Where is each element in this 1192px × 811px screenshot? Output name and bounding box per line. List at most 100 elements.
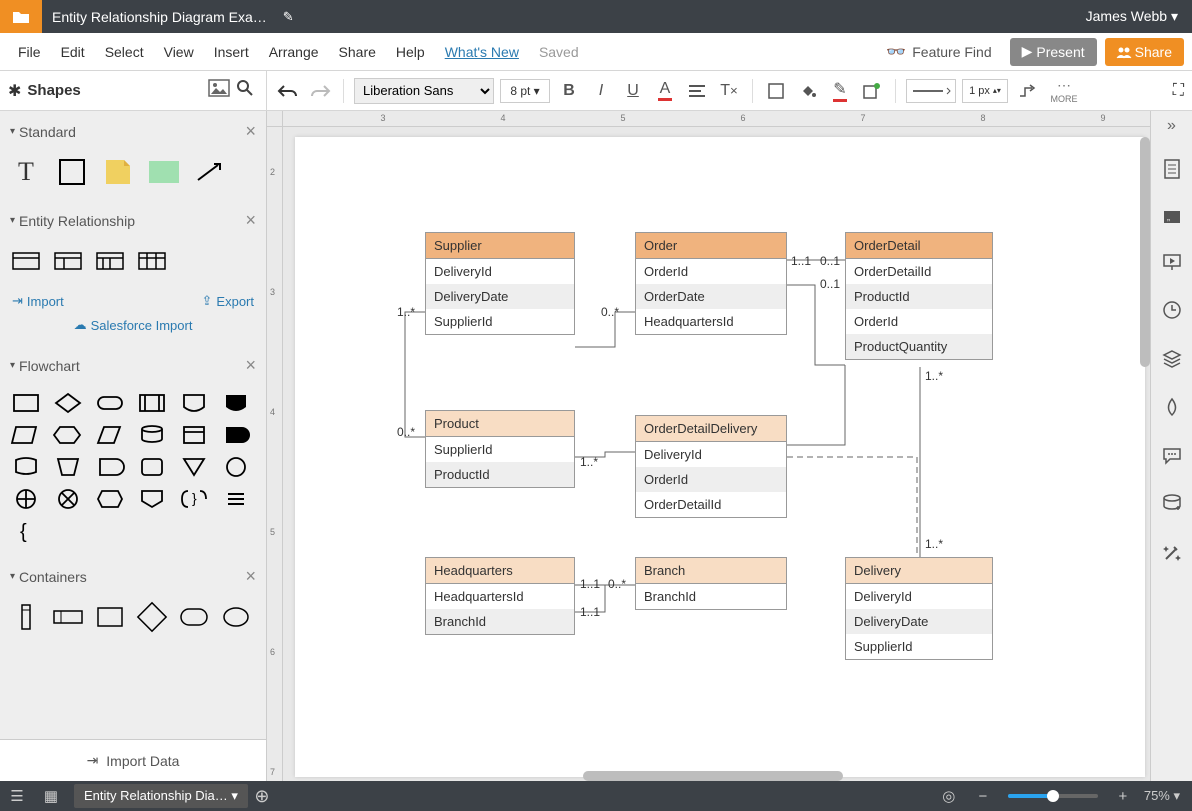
- menu-edit[interactable]: Edit: [51, 38, 95, 66]
- grid-icon[interactable]: ▦: [34, 787, 68, 805]
- more-button[interactable]: ⋯MORE: [1046, 77, 1082, 104]
- fontsize-select[interactable]: 8 pt ▾: [500, 79, 550, 103]
- flowchart-shape[interactable]: [12, 392, 40, 414]
- er-shape-4[interactable]: [138, 247, 166, 275]
- arrow-shape[interactable]: [196, 158, 224, 186]
- flowchart-shape[interactable]: [96, 424, 124, 446]
- flowchart-shape[interactable]: [12, 424, 40, 446]
- flowchart-shape[interactable]: [12, 456, 40, 478]
- linewidth-select[interactable]: 1 px▴▾: [962, 79, 1008, 103]
- menu-select[interactable]: Select: [95, 38, 154, 66]
- flowchart-shape[interactable]: [54, 488, 82, 510]
- cont-shape-3[interactable]: [96, 603, 124, 631]
- page[interactable]: SupplierDeliveryIdDeliveryDateSupplierId…: [295, 137, 1145, 777]
- folder-icon[interactable]: [0, 0, 42, 33]
- flowchart-shape[interactable]: [96, 488, 124, 510]
- list-icon[interactable]: ☰: [0, 787, 34, 805]
- close-icon[interactable]: ×: [245, 121, 256, 142]
- salesforce-import-link[interactable]: ☁Salesforce Import: [12, 317, 254, 333]
- menu-view[interactable]: View: [154, 38, 204, 66]
- import-data-button[interactable]: ⇥ Import Data: [0, 739, 266, 781]
- entity-orderdetaildelivery[interactable]: OrderDetailDeliveryDeliveryIdOrderIdOrde…: [635, 415, 787, 518]
- flowchart-shape[interactable]: {: [12, 520, 40, 542]
- zoomin-icon[interactable]: +: [1106, 788, 1140, 805]
- redo-icon[interactable]: [307, 78, 333, 104]
- rename-icon[interactable]: ✎: [277, 9, 300, 25]
- flowchart-shape[interactable]: [138, 392, 166, 414]
- entity-product[interactable]: ProductSupplierIdProductId: [425, 410, 575, 488]
- history-icon[interactable]: [1162, 300, 1182, 325]
- flowchart-shape[interactable]: [54, 392, 82, 414]
- menu-help[interactable]: Help: [386, 38, 435, 66]
- flowchart-shape[interactable]: [138, 488, 166, 510]
- fullscreen-icon[interactable]: ⛶: [1173, 82, 1184, 100]
- cont-shape-2[interactable]: [54, 603, 82, 631]
- drop-icon[interactable]: [1164, 398, 1180, 423]
- underline-icon[interactable]: U: [620, 78, 646, 104]
- flowchart-shape[interactable]: [222, 424, 250, 446]
- cont-shape-5[interactable]: [180, 603, 208, 631]
- bold-icon[interactable]: B: [556, 78, 582, 104]
- flowchart-shape[interactable]: [180, 392, 208, 414]
- magic-icon[interactable]: [1162, 543, 1182, 568]
- feature-find[interactable]: 👓 Feature Find: [876, 42, 1001, 62]
- import-link[interactable]: ⇥Import: [12, 293, 64, 309]
- menu-share[interactable]: Share: [329, 38, 386, 66]
- flowchart-shape[interactable]: [180, 424, 208, 446]
- present-icon[interactable]: [1162, 253, 1182, 276]
- comment-icon[interactable]: „: [1163, 208, 1181, 229]
- close-icon[interactable]: ×: [245, 355, 256, 376]
- section-er[interactable]: ▾Entity Relationship×: [0, 200, 266, 241]
- section-containers[interactable]: ▾Containers×: [0, 556, 266, 597]
- linestyle-select[interactable]: [906, 79, 956, 103]
- font-select[interactable]: Liberation Sans: [354, 78, 494, 104]
- scrollbar-vertical[interactable]: [1140, 137, 1150, 367]
- layers-icon[interactable]: [1162, 349, 1182, 374]
- flowchart-shape[interactable]: [180, 456, 208, 478]
- export-link[interactable]: ⇪Export: [202, 293, 254, 309]
- er-shape-1[interactable]: [12, 247, 40, 275]
- rect-shape[interactable]: [58, 158, 86, 186]
- search-icon[interactable]: [232, 79, 258, 102]
- fill-icon[interactable]: [795, 78, 821, 104]
- lineshape-icon[interactable]: [1014, 78, 1040, 104]
- er-shape-3[interactable]: [96, 247, 124, 275]
- flowchart-shape[interactable]: [222, 456, 250, 478]
- entity-delivery[interactable]: DeliveryDeliveryIdDeliveryDateSupplierId: [845, 557, 993, 660]
- section-standard[interactable]: ▾Standard×: [0, 111, 266, 152]
- textcolor-icon[interactable]: A: [652, 78, 678, 104]
- block-shape[interactable]: [150, 158, 178, 186]
- flowchart-shape[interactable]: [222, 392, 250, 414]
- menu-insert[interactable]: Insert: [204, 38, 259, 66]
- page-icon[interactable]: [1163, 159, 1181, 184]
- zoom-slider[interactable]: [1008, 794, 1098, 798]
- flowchart-shape[interactable]: [96, 456, 124, 478]
- chat-icon[interactable]: [1162, 447, 1182, 470]
- share-button[interactable]: Share: [1105, 38, 1184, 66]
- note-shape[interactable]: [104, 158, 132, 186]
- flowchart-shape[interactable]: }: [180, 488, 208, 510]
- undo-icon[interactable]: [275, 78, 301, 104]
- collapse-icon[interactable]: »: [1167, 117, 1176, 135]
- text-shape[interactable]: T: [12, 158, 40, 186]
- section-flowchart[interactable]: ▾Flowchart×: [0, 345, 266, 386]
- entity-orderdetail[interactable]: OrderDetailOrderDetailIdProductIdOrderId…: [845, 232, 993, 360]
- flowchart-shape[interactable]: [54, 424, 82, 446]
- zoom-value[interactable]: 75% ▾: [1140, 788, 1192, 804]
- er-shape-2[interactable]: [54, 247, 82, 275]
- target-icon[interactable]: ◎: [932, 787, 966, 805]
- flowchart-shape[interactable]: [96, 392, 124, 414]
- clearformat-icon[interactable]: T×: [716, 78, 742, 104]
- entity-headquarters[interactable]: HeadquartersHeadquartersIdBranchId: [425, 557, 575, 635]
- flowchart-shape[interactable]: [138, 424, 166, 446]
- user-menu[interactable]: James Webb ▾: [1072, 8, 1192, 25]
- present-button[interactable]: ▶ Present: [1010, 38, 1097, 66]
- menu-whatsnew[interactable]: What's New: [435, 38, 529, 66]
- italic-icon[interactable]: I: [588, 78, 614, 104]
- shapeopts-icon[interactable]: [859, 78, 885, 104]
- entity-order[interactable]: OrderOrderIdOrderDateHeadquartersId: [635, 232, 787, 335]
- scrollbar-horizontal[interactable]: [583, 771, 843, 781]
- document-title[interactable]: Entity Relationship Diagram Exa…: [42, 9, 277, 25]
- shape-icon[interactable]: [763, 78, 789, 104]
- page-tab[interactable]: Entity Relationship Dia… ▾: [74, 784, 248, 808]
